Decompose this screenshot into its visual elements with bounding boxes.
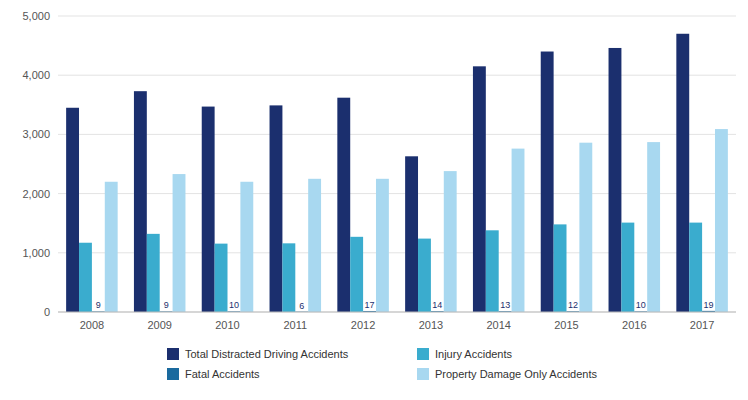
x-tick-label: 2013 [419,319,443,331]
x-tick-label: 2016 [622,319,646,331]
bar [350,237,363,312]
bar [270,105,283,312]
data-label: 19 [704,300,714,310]
bars [66,34,728,312]
bar [147,234,160,312]
data-label: 9 [96,300,101,310]
grid-line [58,134,736,135]
legend-swatch [417,368,429,380]
data-label: 14 [432,300,442,310]
legend-swatch [417,348,429,360]
legend-label: Fatal Accidents [185,368,260,380]
legend-swatch [167,348,179,360]
bar [376,179,389,312]
bar [689,223,702,312]
data-label: 10 [229,300,239,310]
y-tick-label: 1,000 [22,247,50,259]
x-axis-line [58,312,736,313]
y-tick-label: 5,000 [22,10,50,22]
x-tick-label: 2017 [690,319,714,331]
data-label: 12 [568,300,578,310]
x-tick-label: 2008 [80,319,104,331]
bar [676,34,689,312]
bar [473,66,486,312]
bar [282,243,295,312]
grid-line [58,193,736,194]
bar [512,149,525,312]
x-tick-label: 2009 [147,319,171,331]
legend: Total Distracted Driving Accidents Injury… [167,348,598,380]
y-axis: 0 1,000 2,000 3,000 4,000 5,000 [22,10,50,318]
bar [66,108,79,312]
y-tick-label: 3,000 [22,128,50,140]
x-axis: 2008 2009 2010 2011 2012 2013 2014 2015 2016 2017 [80,319,715,331]
bar [337,98,350,312]
bar [202,107,215,312]
grid-line [58,75,736,76]
data-label: 13 [500,300,510,310]
x-tick-label: 2014 [486,319,510,331]
bar [79,243,92,312]
series [66,34,689,312]
series [79,223,702,312]
y-tick-label: 4,000 [22,69,50,81]
bar [308,179,321,312]
bar [105,182,118,312]
grid [58,16,736,312]
bar [579,143,592,312]
data-label: 9 [164,300,169,310]
y-tick-label: 2,000 [22,188,50,200]
legend-swatch [167,368,179,380]
data-label: 6 [299,301,304,311]
series [105,129,728,312]
x-tick-label: 2012 [351,319,375,331]
x-tick-label: 2010 [215,319,239,331]
bar [405,156,418,312]
legend-label: Total Distracted Driving Accidents [185,348,349,360]
bar [541,52,554,312]
bar [215,244,228,312]
data-labels: 9 9 10 6 17 14 13 12 10 19 [96,300,714,311]
bar [621,223,634,312]
bar [715,129,728,312]
bar [134,91,147,312]
x-tick-label: 2015 [554,319,578,331]
data-label: 10 [636,300,646,310]
chart-container: 0 1,000 2,000 3,000 4,000 5,000 9 9 10 6 17 14 13 12 1… [0,0,748,400]
y-tick-label: 0 [44,306,50,318]
bar [444,171,457,312]
bar [554,224,567,312]
legend-label: Injury Accidents [435,348,513,360]
bar [609,48,622,312]
grid-line [58,16,736,17]
bar [486,230,499,312]
bar [240,182,253,312]
data-label: 17 [365,300,375,310]
grid-line [58,312,736,313]
bar [647,142,660,312]
bar [173,174,186,312]
chart-svg: 0 1,000 2,000 3,000 4,000 5,000 9 9 10 6 17 14 13 12 1… [0,0,748,400]
x-tick-label: 2011 [283,319,307,331]
bar [418,239,431,312]
legend-label: Property Damage Only Accidents [435,368,598,380]
